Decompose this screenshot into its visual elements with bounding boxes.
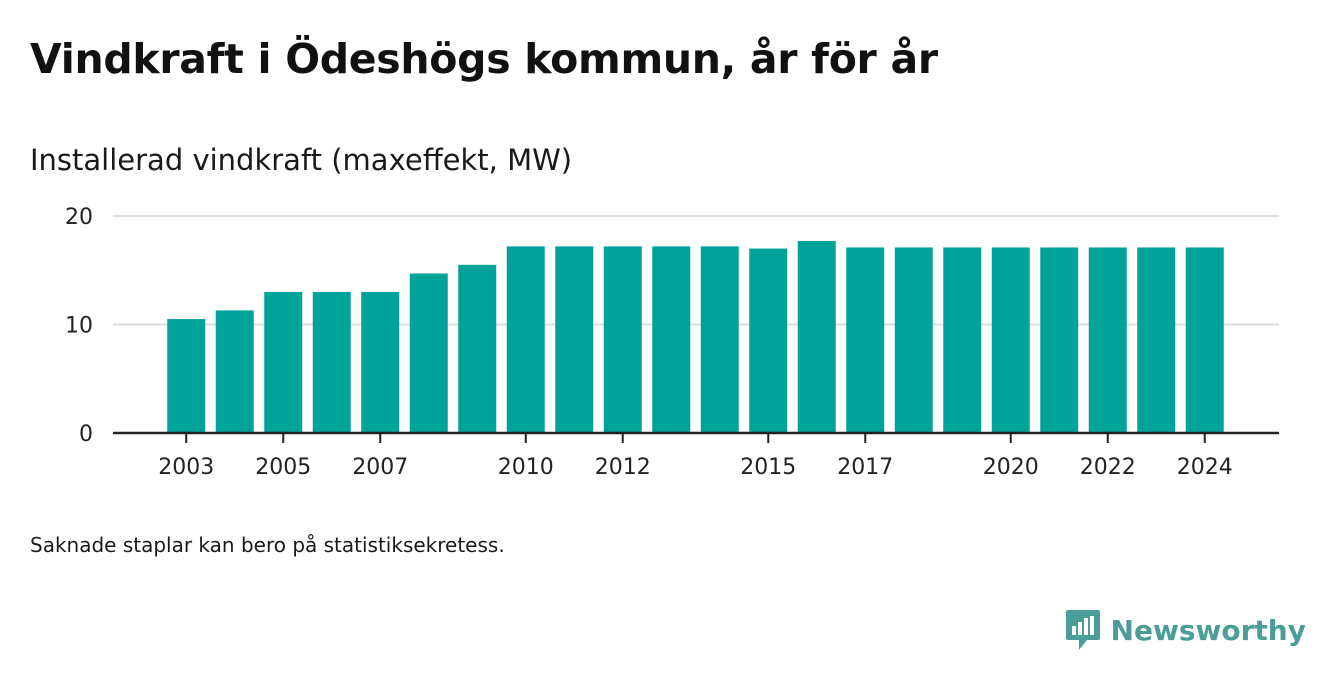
bar-2019 [943,247,982,433]
bar-2020 [991,247,1030,433]
bar-2015 [749,248,788,433]
bar-2013 [652,246,691,433]
newsworthy-logo: Newsworthy [1065,608,1306,652]
x-tick-label: 2010 [498,455,554,480]
x-tick-label: 2017 [837,455,893,480]
x-tick-label: 2022 [1080,455,1136,480]
y-tick-label: 0 [79,422,93,447]
logo-text: Newsworthy [1110,613,1306,647]
bar-2005 [264,291,303,433]
bar-2022 [1088,247,1127,433]
bar-2014 [700,246,739,433]
bar-2016 [797,240,836,433]
x-tick-label: 2020 [983,455,1039,480]
bar-2006 [312,291,351,433]
x-tick-label: 2015 [740,455,796,480]
gridlines [113,215,1279,326]
y-tick-label: 20 [65,205,93,230]
bar-2018 [894,247,933,433]
chart-subtitle: Installerad vindkraft (maxeffekt, MW) [30,143,573,177]
bars [167,240,1224,433]
bar-2021 [1040,247,1079,433]
bar-2008 [409,273,448,433]
bar-2023 [1137,247,1176,433]
chart-title: Vindkraft i Ödeshögs kommun, år för år [30,35,938,83]
bar-2024 [1185,247,1224,433]
bar-2003 [167,319,206,433]
bar-2012 [603,246,642,433]
footnote: Saknade staplar kan bero på statistiksek… [30,533,505,557]
x-tick-label: 2005 [255,455,311,480]
x-tick-label: 2012 [595,455,651,480]
bar-chart-speech-bubble-icon [1065,610,1100,650]
bar-2010 [506,246,545,433]
y-axis-ticks: 0 10 20 [65,205,93,447]
x-tick-label: 2003 [158,455,214,480]
x-tick-label: 2024 [1177,455,1233,480]
bar-2009 [458,264,497,433]
bar-2017 [846,247,885,433]
x-axis-ticks: 2003 2005 2007 2010 2012 2015 2017 2020 2022 2024 [113,431,1279,480]
y-tick-label: 10 [65,314,93,339]
bar-2011 [555,246,594,433]
bar-2004 [215,310,254,433]
bar-2007 [361,291,400,433]
x-tick-label: 2007 [352,455,408,480]
